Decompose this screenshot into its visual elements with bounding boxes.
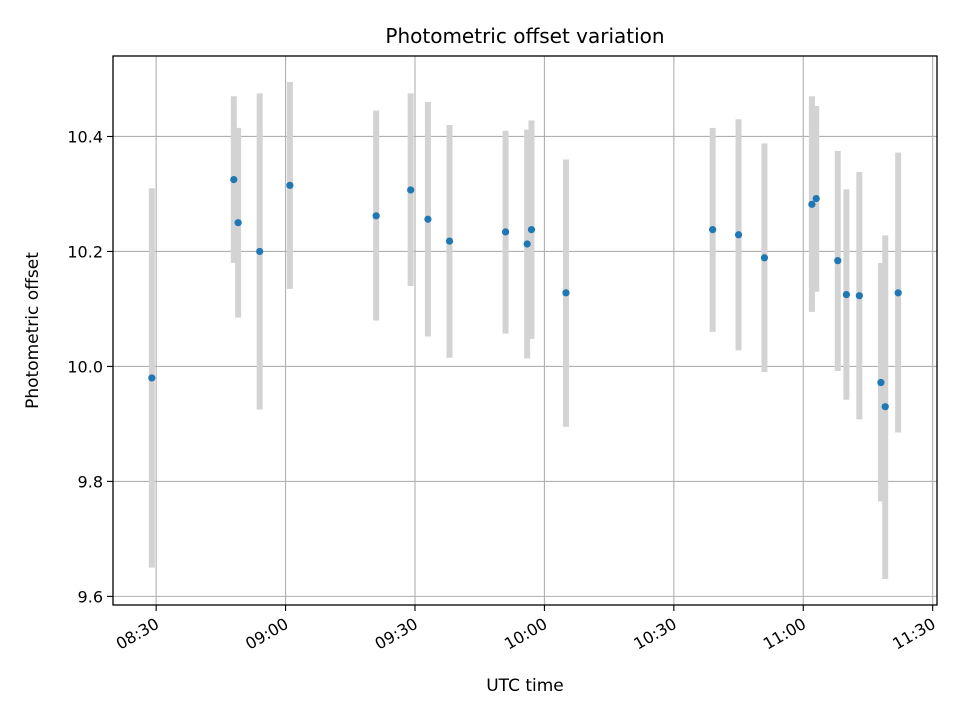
y-tick-label: 10.4 [67, 127, 103, 146]
data-point [372, 212, 380, 220]
x-tick-label: 08:30 [113, 614, 162, 654]
grid [113, 56, 937, 605]
data-point [527, 226, 536, 234]
data-point [894, 289, 902, 297]
y-axis-ticks: 9.6 9.8 10.0 10.2 10.4 [67, 127, 113, 606]
data-point [407, 186, 415, 194]
data-point [424, 215, 432, 223]
data-point [286, 181, 294, 189]
data-point [709, 226, 717, 234]
data-point [842, 290, 851, 299]
x-tick-label: 11:30 [889, 614, 938, 654]
x-axis-ticks: 08:30 09:00 09:30 10:00 10:30 11:00 11:30 [113, 605, 939, 654]
data-point [881, 403, 889, 411]
data-point [148, 374, 156, 382]
error-bars [148, 81, 902, 580]
data-points [148, 175, 902, 411]
x-tick-label: 09:30 [372, 614, 421, 654]
y-tick-label: 9.8 [78, 472, 103, 491]
data-point [445, 237, 454, 245]
y-tick-label: 10.2 [67, 242, 103, 261]
data-point [834, 257, 842, 265]
data-point [877, 378, 885, 387]
x-tick-label: 10:30 [630, 614, 679, 654]
y-tick-label: 10.0 [67, 357, 103, 376]
data-point [230, 175, 238, 184]
data-point [523, 240, 531, 248]
data-point [760, 254, 769, 262]
x-tick-label: 09:00 [242, 614, 291, 654]
data-point [234, 219, 242, 227]
data-point [734, 231, 743, 239]
x-tick-label: 11:00 [760, 614, 809, 654]
chart-title: Photometric offset variation [385, 24, 664, 48]
y-axis-title: Photometric offset [23, 252, 43, 409]
data-point [812, 194, 820, 203]
data-point [808, 200, 816, 208]
data-point [501, 228, 510, 236]
y-tick-label: 9.6 [78, 587, 103, 606]
x-tick-label: 10:00 [501, 614, 550, 654]
data-point [855, 292, 863, 300]
x-axis-title: UTC time [486, 676, 564, 696]
data-point [256, 247, 264, 256]
plot-frame [112, 55, 938, 606]
data-point [562, 289, 570, 297]
